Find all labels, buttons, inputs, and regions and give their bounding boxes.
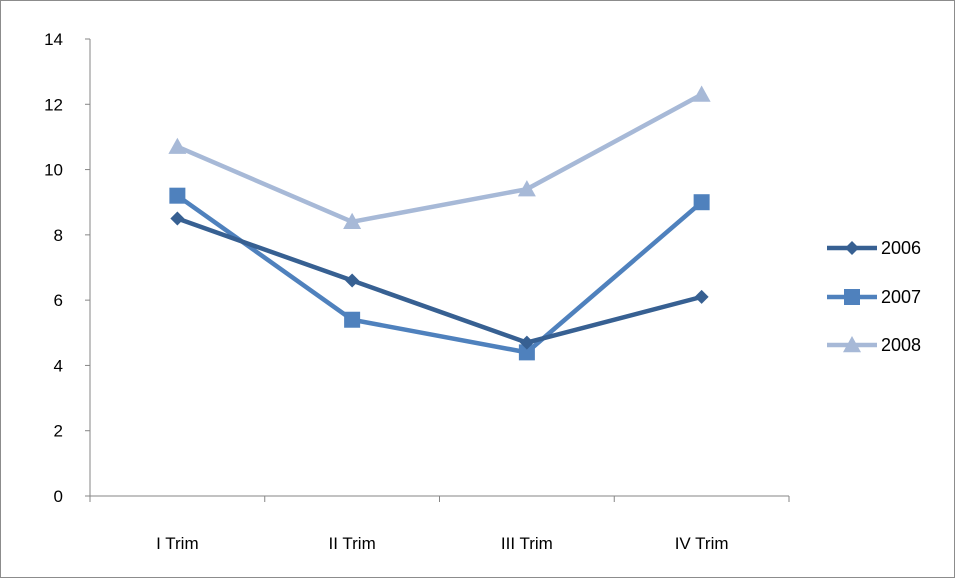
y-tick-label: 2 (54, 422, 63, 441)
legend-marker (844, 289, 860, 305)
data-point-2008 (343, 212, 362, 229)
series-2007 (169, 187, 710, 361)
y-tick-label: 6 (54, 291, 63, 310)
legend-marker (843, 336, 861, 353)
data-point-2008 (517, 180, 536, 197)
y-tick-label: 0 (54, 487, 63, 506)
legend-marker (845, 241, 859, 255)
legend-label: 2007 (881, 287, 921, 307)
legend-item-2008: 2008 (827, 335, 921, 355)
x-tick-label: III Trim (501, 534, 553, 553)
legend: 2006 2007 2008 (827, 238, 921, 355)
data-point-2007 (518, 344, 535, 361)
axes: 0 2 4 6 8 10 12 14 I Trim II Trim III Trim IV Trim (44, 30, 790, 553)
y-tick-label: 8 (54, 226, 63, 245)
legend-item-2007: 2007 (827, 287, 921, 307)
series-line-2008 (175, 92, 704, 225)
data-point-2006 (519, 335, 534, 350)
series-line-2007 (175, 193, 704, 355)
y-tick-label: 10 (44, 161, 63, 180)
series-2006 (170, 211, 709, 350)
data-point-2007 (344, 311, 361, 328)
series-2008 (168, 85, 711, 229)
x-tick-label: IV Trim (675, 534, 729, 553)
data-point-2008 (168, 137, 187, 154)
legend-item-2006: 2006 (827, 238, 921, 258)
data-point-2007 (693, 194, 710, 211)
legend-label: 2008 (881, 335, 921, 355)
x-tick-label: I Trim (156, 534, 199, 553)
series-line-2006 (175, 216, 704, 345)
data-point-2006 (170, 211, 185, 226)
data-point-2007 (169, 187, 186, 204)
data-point-2006 (345, 273, 360, 288)
y-tick-label: 4 (54, 356, 63, 375)
data-point-2006 (694, 289, 709, 304)
y-tick-label: 14 (44, 30, 63, 49)
data-point-2008 (692, 85, 711, 102)
series-layer (168, 85, 711, 361)
legend-label: 2006 (881, 238, 921, 258)
x-tick-label: II Trim (329, 534, 376, 553)
y-tick-label: 12 (44, 95, 63, 114)
